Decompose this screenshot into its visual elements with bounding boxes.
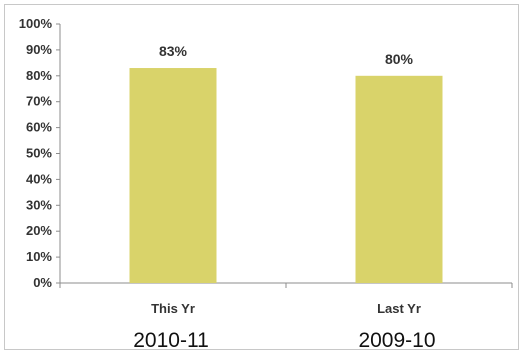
y-tick-label: 60% [26, 120, 52, 135]
y-tick-label: 50% [26, 146, 52, 161]
axes [56, 23, 513, 288]
y-tick-label: 80% [26, 68, 52, 83]
y-tick-label: 90% [26, 42, 52, 57]
bar [129, 68, 217, 283]
year-label: 2009-10 [358, 329, 435, 352]
category-label: This Yr [151, 301, 195, 316]
category-labels: This Yr 2010-11 Last Yr 2009-10 [133, 301, 435, 352]
y-tick-label: 10% [26, 249, 52, 264]
bar [355, 75, 443, 283]
y-tick-label: 40% [26, 171, 52, 186]
y-tick-label: 70% [26, 94, 52, 109]
y-tick-label: 100% [19, 16, 53, 31]
y-tick-label: 0% [33, 275, 52, 290]
data-label: 80% [385, 51, 414, 67]
data-labels: 83% 80% [159, 43, 414, 67]
category-label: Last Yr [377, 301, 421, 316]
data-label: 83% [159, 43, 188, 59]
y-tick-label: 30% [26, 197, 52, 212]
bars [129, 68, 443, 283]
year-label: 2010-11 [133, 329, 209, 352]
y-tick-labels: 0% 10% 20% 30% 40% 50% 60% 70% 80% 90% 100% [19, 16, 53, 290]
y-tick-label: 20% [26, 223, 52, 238]
